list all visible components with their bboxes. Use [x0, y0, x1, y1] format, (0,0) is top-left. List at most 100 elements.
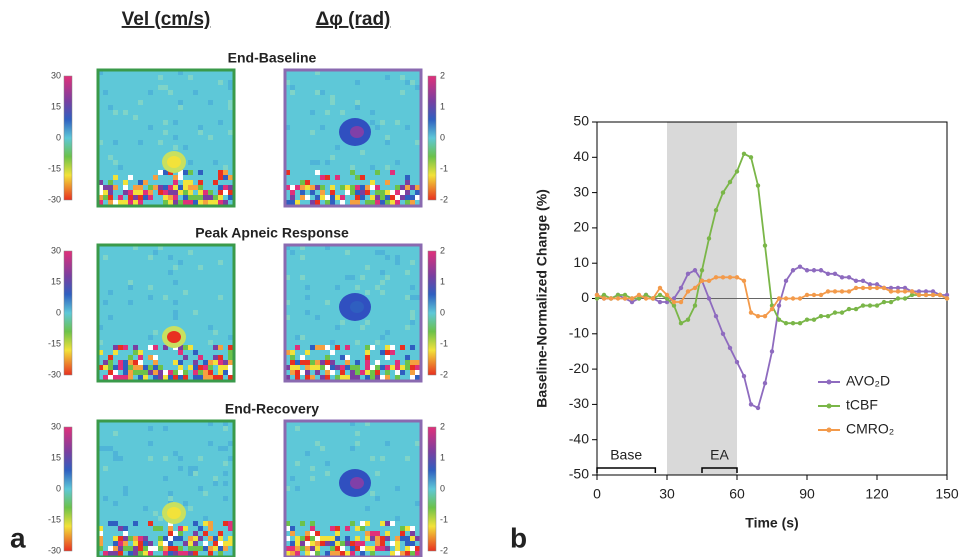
heatmap-cell: [285, 551, 290, 556]
heatmap-border: [283, 68, 423, 208]
heatmap-cell: [325, 175, 330, 180]
heatmap-cell: [365, 290, 370, 295]
heatmap-cell: [340, 551, 345, 556]
series-point: [825, 271, 831, 276]
heatmap-cell: [405, 200, 410, 205]
heatmap-cell: [350, 200, 355, 205]
legend-label: AVO₂D: [846, 373, 890, 389]
heatmap-cell: [193, 200, 198, 205]
heatmap-cell: [198, 375, 203, 380]
heatmap-cell: [380, 290, 385, 295]
heatmap-cell: [168, 270, 173, 275]
heatmap-cell: [300, 335, 305, 340]
heatmap-cell: [208, 546, 213, 551]
series-point: [713, 313, 719, 319]
colorbar-tick-label: 2: [440, 245, 445, 255]
heatmap-blob: [167, 507, 181, 519]
heatmap-cell: [385, 330, 390, 335]
heatmap-cell: [138, 546, 143, 551]
heatmap-cell: [320, 360, 325, 365]
heatmap-cell: [158, 370, 163, 375]
heatmap-cell: [108, 375, 113, 380]
heatmap-cell: [163, 370, 168, 375]
heatmap-cell: [193, 310, 198, 315]
series-point: [860, 303, 866, 308]
series-point: [622, 292, 628, 298]
heatmap-cell: [380, 546, 385, 551]
series-point: [825, 289, 831, 294]
heatmap-cell: [410, 260, 415, 265]
heatmap-cell: [365, 190, 370, 195]
colorbar-tick-label: -30: [48, 545, 61, 555]
heatmap-cell: [208, 526, 213, 531]
series-point: [713, 275, 719, 280]
heatmap-cell: [285, 521, 290, 526]
series-point: [692, 303, 698, 308]
series-point: [720, 190, 726, 195]
heatmap-cell: [178, 531, 183, 536]
series-point: [930, 292, 936, 298]
heatmap-cell: [173, 546, 178, 551]
heatmap-cell: [118, 526, 123, 531]
heatmap-cell: [310, 200, 315, 205]
heatmap-cell: [330, 95, 335, 100]
heatmap-cell: [295, 551, 300, 556]
heatmap-cell: [405, 546, 410, 551]
heatmap-cell: [380, 350, 385, 355]
heatmap-cell: [183, 355, 188, 360]
heatmap-cell: [355, 431, 360, 436]
heatmap-cell: [218, 446, 223, 451]
heatmap-cell: [390, 551, 395, 556]
heatmap-cell: [223, 170, 228, 175]
heatmap-cell: [108, 180, 113, 185]
heatmap-cell: [400, 551, 405, 556]
heatmap-cell: [228, 441, 233, 446]
heatmap-cell: [188, 546, 193, 551]
heatmap-cell: [285, 315, 290, 320]
series-point: [888, 289, 894, 294]
heatmap-cell: [325, 160, 330, 165]
heatmap-cell: [213, 355, 218, 360]
heatmap-cell: [350, 185, 355, 190]
heatmap: [96, 243, 236, 383]
series-point: [727, 179, 733, 185]
series-point: [685, 289, 691, 294]
heatmap-cell: [320, 541, 325, 546]
heatmap-cell: [158, 375, 163, 380]
heatmap-cell: [340, 200, 345, 205]
heatmap-cell: [355, 526, 360, 531]
heatmap-cell: [365, 521, 370, 526]
heatmap-cell: [295, 536, 300, 541]
heatmap-cell: [118, 195, 123, 200]
heatmap-cell: [410, 551, 415, 556]
heatmap-cell: [385, 255, 390, 260]
heatmap-cell: [375, 360, 380, 365]
heatmap-cell: [325, 370, 330, 375]
series-point: [832, 271, 838, 276]
heatmap-cell: [405, 526, 410, 531]
heatmap-cell: [213, 180, 218, 185]
heatmap-cell: [108, 355, 113, 360]
heatmap-cell: [370, 185, 375, 190]
series-point: [692, 285, 698, 291]
heatmap-cell: [178, 456, 183, 461]
heatmap-cell: [385, 441, 390, 446]
series-point: [720, 275, 726, 280]
heatmap-cell: [345, 185, 350, 190]
heatmap-cell: [380, 190, 385, 195]
heatmap-cell: [213, 200, 218, 205]
heatmap-cell: [113, 160, 118, 165]
heatmap-cell: [198, 265, 203, 270]
heatmap-cell: [360, 175, 365, 180]
heatmap-cell: [183, 541, 188, 546]
heatmap-blob: [167, 156, 181, 168]
heatmap-cell: [213, 546, 218, 551]
series-point: [755, 405, 761, 411]
heatmap-cell: [320, 195, 325, 200]
series-point: [853, 278, 859, 284]
heatmap-cell: [228, 360, 233, 365]
colorbar-tick-label: -2: [440, 194, 448, 204]
series-point: [839, 275, 845, 280]
heatmap-cell: [305, 350, 310, 355]
heatmap-cell: [330, 190, 335, 195]
